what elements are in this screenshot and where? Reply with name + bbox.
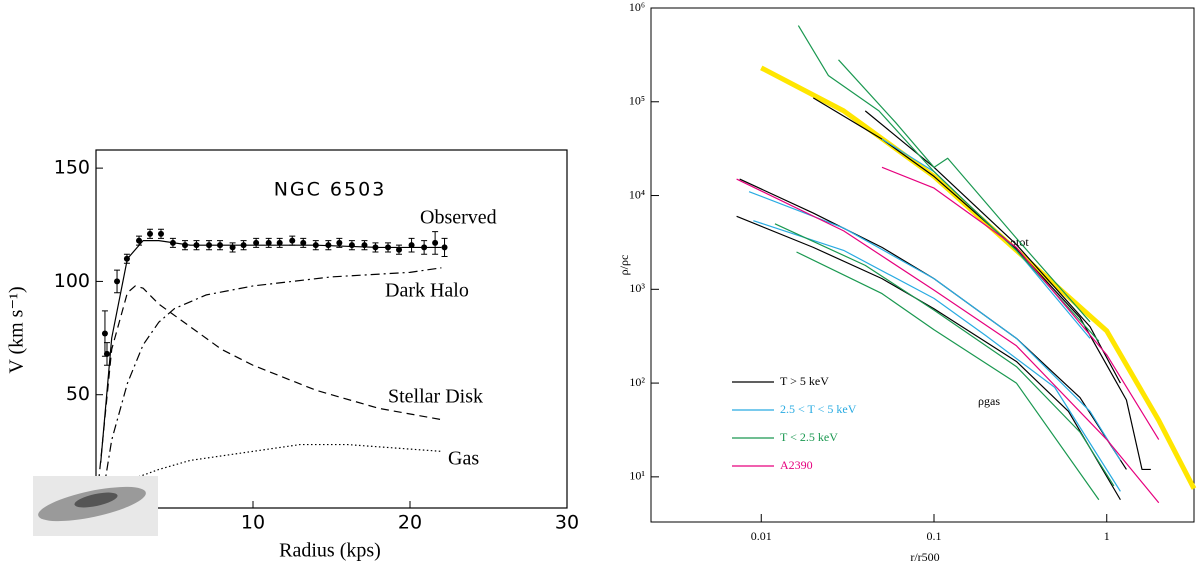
data-point	[101, 330, 108, 337]
data-point	[253, 239, 260, 246]
curve	[736, 178, 1160, 504]
curve	[736, 215, 1121, 501]
curve	[95, 285, 442, 509]
y-axis-label: V (km s⁻¹)	[6, 286, 28, 373]
left-chart: 10 20 30 50 100 150 Radius (kps) V (km s⁻¹) NGC …	[6, 157, 580, 562]
curve	[100, 240, 442, 463]
data-point	[300, 239, 307, 246]
curve	[753, 220, 1121, 492]
y-axis-label: ρ/ρc	[617, 255, 631, 276]
curve	[881, 166, 1160, 440]
data-point	[114, 278, 121, 285]
legend-label: A2390	[780, 458, 813, 472]
data-point	[432, 239, 439, 246]
data-point	[396, 246, 403, 253]
curve	[812, 97, 1151, 471]
curve	[748, 191, 1121, 461]
data-point	[265, 239, 272, 246]
y-tick-label: 50	[66, 383, 90, 405]
y-tick-label: 150	[54, 157, 90, 179]
chart-title: NGC 6503	[274, 179, 387, 201]
y-tick-label: 10⁵	[629, 94, 645, 108]
galaxy-image	[33, 476, 158, 536]
x-tick-label: 30	[555, 512, 579, 534]
curve	[838, 59, 1091, 323]
x-tick-label: 20	[398, 512, 422, 534]
data-point	[441, 244, 448, 251]
legend-label: 2.5 < T < 5 keV	[780, 402, 857, 416]
x-axis-label: r/r500	[910, 550, 939, 564]
data-point	[408, 242, 415, 249]
x-tick-label: 10	[241, 512, 265, 534]
curve-label: Stellar Disk	[388, 386, 483, 408]
y-tick-label: 10¹	[629, 469, 645, 483]
y-tick-label: 10³	[629, 281, 645, 295]
curve	[881, 138, 1091, 339]
curve	[739, 178, 1127, 470]
x-tick-label: 1	[1104, 529, 1110, 543]
data-point	[136, 237, 143, 244]
y-tick-label: 100	[54, 270, 90, 292]
curve	[100, 267, 442, 509]
left-plot-frame	[95, 149, 568, 509]
curve	[864, 110, 1121, 384]
galaxy-core	[74, 492, 118, 508]
curve-label: Gas	[448, 448, 479, 470]
curve-label: Observed	[420, 207, 497, 229]
data-point	[157, 230, 164, 237]
right-plot-frame	[650, 7, 1195, 523]
y-tick-label: 10⁶	[629, 0, 645, 14]
right-chart: 0.01 0.1 110¹10²10³10⁴10⁵10⁶r/r500ρ/ρcρtot…	[617, 0, 1197, 564]
data-point	[147, 230, 154, 237]
curve	[774, 223, 1115, 487]
curve	[127, 443, 442, 482]
curve	[796, 251, 1100, 501]
x-tick-label: 0.01	[751, 529, 772, 543]
data-point	[336, 239, 343, 246]
data-point	[229, 244, 236, 251]
x-axis-label: Radius (kps)	[279, 540, 381, 562]
data-point	[276, 239, 283, 246]
legend-label: T < 2.5 keV	[780, 430, 838, 444]
data-point	[348, 242, 355, 249]
curve	[760, 65, 1197, 490]
curve	[797, 25, 1100, 342]
annotation: ρgas	[978, 394, 1000, 408]
data-point	[103, 350, 110, 357]
y-tick-label: 10⁴	[629, 187, 645, 201]
curve-label: Dark Halo	[385, 280, 469, 302]
x-tick-label: 0.1	[926, 529, 941, 543]
y-tick-label: 10²	[629, 375, 645, 389]
legend-label: T > 5 keV	[780, 374, 829, 388]
data-point	[289, 237, 296, 244]
